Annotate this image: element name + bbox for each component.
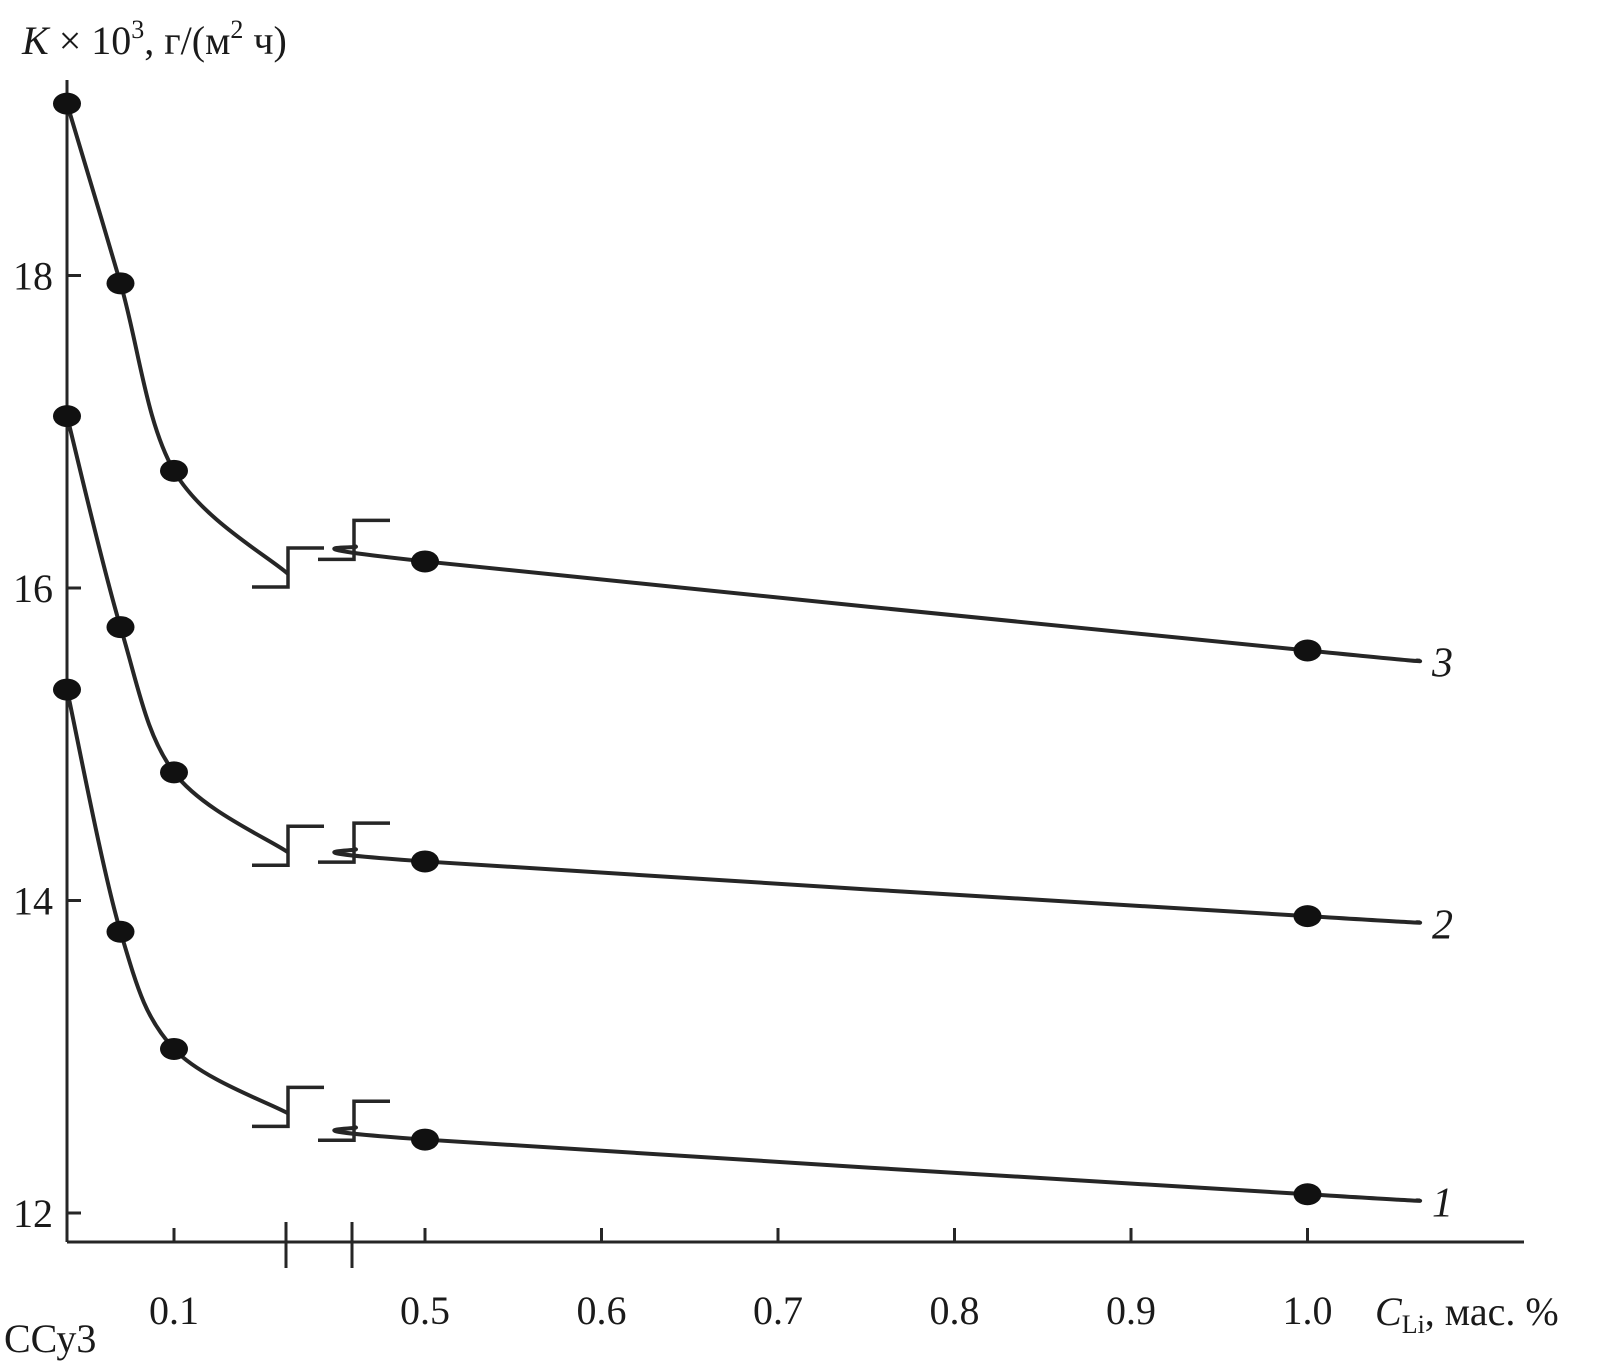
- axes: [65, 80, 1524, 1244]
- series-2-curve-right: [332, 847, 1423, 925]
- series-3-curve-right: [332, 544, 1423, 664]
- series-1-label: 1: [1432, 1181, 1453, 1227]
- axis-breaks: [252, 518, 390, 1268]
- series-1-curve-right: [332, 1125, 1423, 1203]
- y-tick-label: 16: [13, 566, 53, 611]
- y-tick-label: 12: [13, 1191, 53, 1236]
- series-2-point: [53, 405, 81, 428]
- series-1-point: [106, 920, 135, 943]
- ticks: 12 14 16 18 0.1 0.5 0.6 0.7 0.8 0.9 1.0: [13, 254, 1333, 1334]
- series-3-point: [106, 272, 135, 295]
- series-3-label: 3: [1431, 641, 1453, 687]
- x-tick-label: 0.7: [753, 1288, 803, 1333]
- series-2-point: [411, 850, 439, 873]
- series-1-point: [160, 1037, 188, 1060]
- x-tick-label: 1.0: [1283, 1288, 1333, 1333]
- series-3-curve-left: [65, 103, 290, 576]
- series-1-point: [53, 678, 81, 701]
- series-3-point: [53, 92, 81, 115]
- y-tick-label: 14: [13, 879, 53, 924]
- x-tick-label: 0.6: [577, 1288, 627, 1333]
- series-2-label: 2: [1432, 902, 1453, 948]
- series-2-break-right: [318, 821, 390, 864]
- series-1-curve-left: [65, 689, 289, 1116]
- series-3-point: [411, 550, 439, 573]
- series-1-point: [1293, 1183, 1322, 1206]
- x-tick-label: 0.1: [149, 1288, 199, 1333]
- series-1-break-right: [318, 1099, 390, 1142]
- series-1-break-left: [252, 1085, 324, 1129]
- y-axis-title: K × 103, г/(м2 ч): [21, 15, 287, 63]
- series-3-break-left: [252, 546, 324, 589]
- series-3-break-right: [318, 518, 390, 562]
- series-2-curve-left: [65, 415, 290, 854]
- series-2-point: [1293, 905, 1322, 928]
- y-tick-label: 18: [13, 254, 53, 299]
- origin-label: ССу3: [4, 1316, 96, 1361]
- x-axis-title: CLi, мас. %: [1375, 1289, 1559, 1339]
- x-tick-label: 0.8: [930, 1288, 980, 1333]
- x-tick-label: 0.9: [1106, 1288, 1156, 1333]
- series-3-point: [1293, 639, 1322, 662]
- x-tick-label: 0.5: [400, 1288, 450, 1333]
- series-1-point: [411, 1128, 439, 1151]
- curves: 1 2 3: [65, 103, 1453, 1227]
- points: [53, 92, 1322, 1206]
- series-3-point: [160, 459, 188, 482]
- series-2-point: [160, 761, 188, 784]
- series-2-point: [106, 616, 135, 639]
- series-2-break-left: [252, 824, 324, 868]
